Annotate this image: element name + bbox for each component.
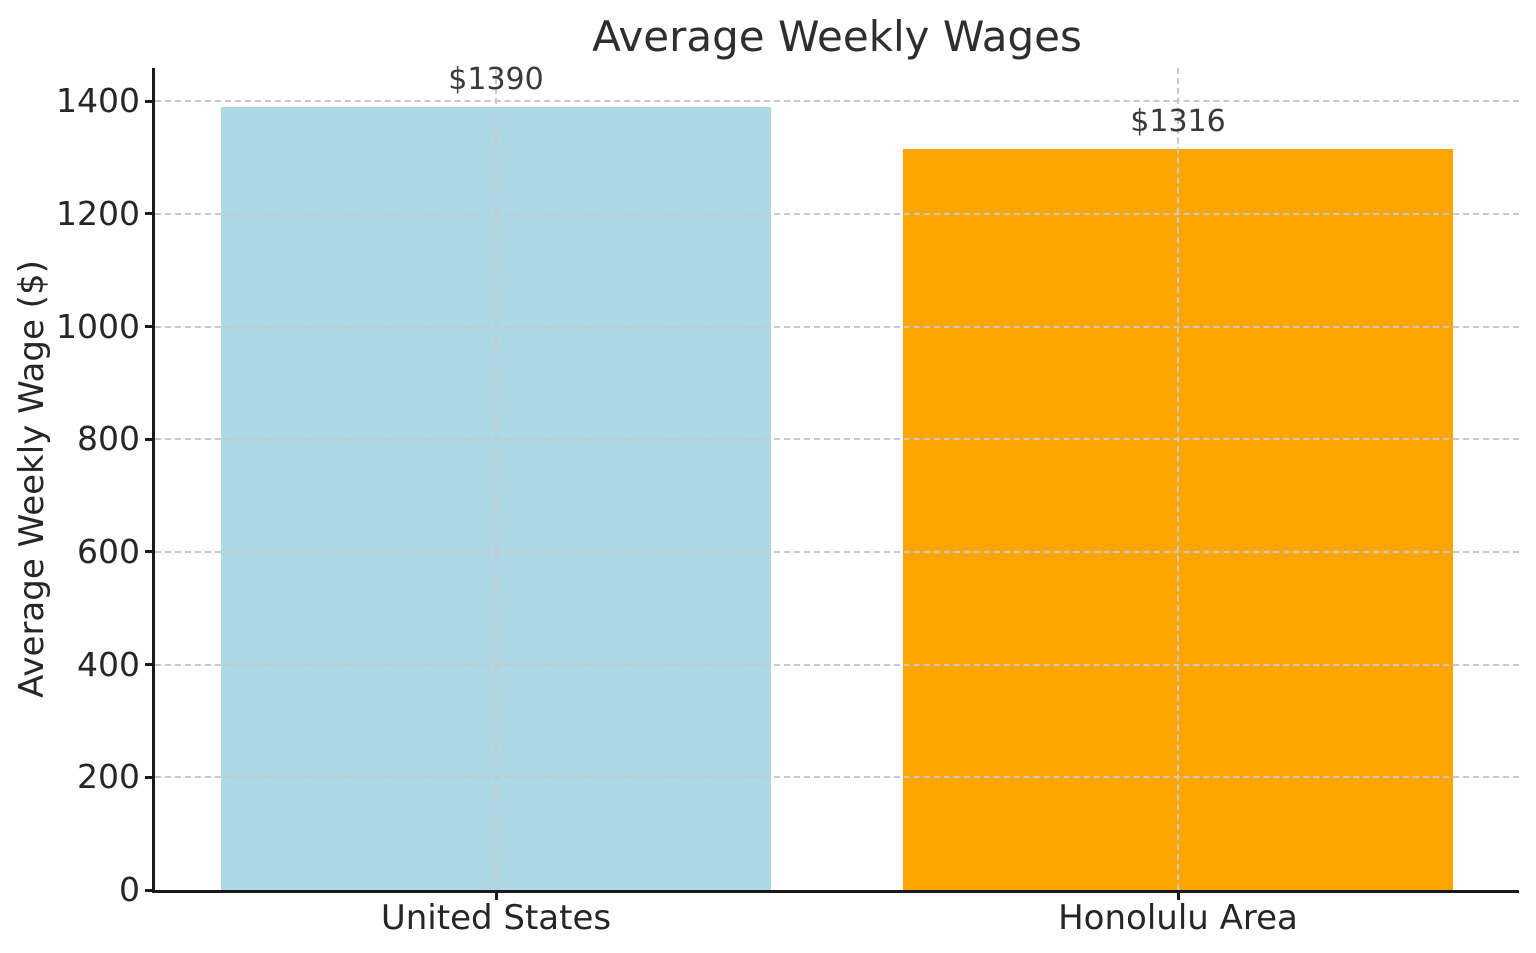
- y-axis-label-text: Average Weekly Wage ($): [12, 260, 52, 698]
- horizontal-gridline: [155, 776, 1519, 779]
- vertical-gridline: [495, 68, 497, 890]
- y-tick-mark: [145, 550, 155, 554]
- y-tick-label: 200: [77, 757, 140, 797]
- y-tick-label: 600: [77, 531, 140, 571]
- y-tick-label: 1400: [56, 81, 140, 121]
- y-tick-mark: [145, 437, 155, 441]
- y-tick-label: 800: [77, 419, 140, 459]
- y-tick-label: 400: [77, 644, 140, 684]
- vertical-gridline: [1177, 68, 1179, 890]
- horizontal-gridline: [155, 438, 1519, 441]
- y-axis-spine: [152, 68, 155, 893]
- horizontal-gridline: [155, 550, 1519, 553]
- y-tick-mark: [145, 888, 155, 892]
- horizontal-gridline: [155, 663, 1519, 666]
- bar-value-label: $1390: [448, 61, 544, 97]
- horizontal-gridline: [155, 100, 1519, 103]
- x-tick-label: United States: [380, 898, 612, 938]
- y-tick-mark: [145, 212, 155, 216]
- y-tick-label: 1000: [56, 306, 140, 346]
- x-axis-spine: [152, 890, 1519, 893]
- y-tick-mark: [145, 325, 155, 329]
- bar-value-label: $1316: [1130, 103, 1226, 139]
- y-tick-label: 1200: [56, 193, 140, 233]
- y-tick-mark: [145, 775, 155, 779]
- y-tick-label: 0: [119, 870, 140, 909]
- x-tick-label: Honolulu Area: [1058, 898, 1298, 938]
- y-tick-mark: [145, 663, 155, 667]
- x-tick-mark: [494, 891, 498, 900]
- y-tick-mark: [145, 99, 155, 103]
- horizontal-gridline: [155, 212, 1519, 215]
- horizontal-gridline: [155, 325, 1519, 328]
- chart-title: Average Weekly Wages: [592, 12, 1082, 61]
- x-tick-mark: [1176, 891, 1180, 900]
